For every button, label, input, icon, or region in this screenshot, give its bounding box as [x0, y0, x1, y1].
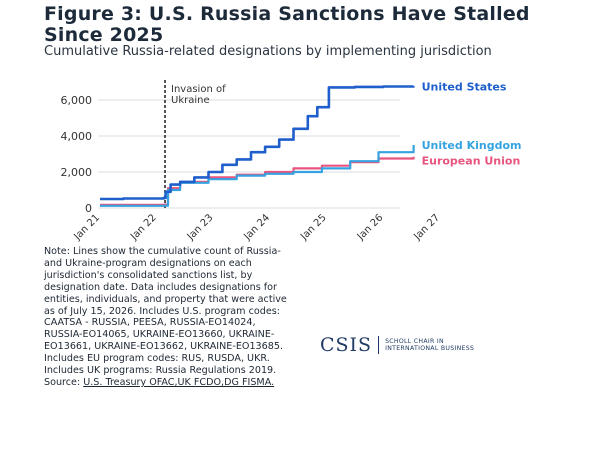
x-tick-label: Jan 24	[241, 212, 272, 242]
y-tick-label: 0	[85, 202, 92, 215]
note-text: Note: Lines show the cumulative count of…	[44, 246, 287, 377]
y-tick-label: 6,000	[61, 94, 93, 107]
y-tick-label: 4,000	[61, 130, 93, 143]
source-label: Source:	[44, 376, 84, 388]
figure-note: Note: Lines show the cumulative count of…	[44, 246, 294, 389]
series-line-united-states	[100, 85, 415, 201]
x-tick-label: Jan 23	[185, 212, 216, 242]
logo-divider	[378, 336, 380, 354]
series-label: United Kingdom	[422, 139, 522, 152]
x-tick-label: Jan 27	[411, 212, 442, 242]
gridlines	[98, 99, 400, 209]
x-tick-label: Jan 26	[355, 212, 386, 242]
logo-tagline: SCHOLL CHAIR IN INTERNATIONAL BUSINESS	[385, 338, 474, 353]
y-tick-label: 2,000	[61, 166, 93, 179]
figure-subtitle: Cumulative Russia-related designations b…	[44, 44, 492, 59]
series-lines	[100, 85, 415, 207]
series-labels: United States United Kingdom European Unio…	[422, 80, 522, 167]
x-tick-label: Jan 21	[71, 212, 102, 242]
y-axis: 0 2,000 4,000 6,000	[61, 94, 93, 215]
csis-logo: CSIS SCHOLL CHAIR IN INTERNATIONAL BUSIN…	[320, 334, 560, 356]
series-line-united-kingdom	[100, 145, 415, 207]
x-tick-label: Jan 22	[128, 212, 159, 242]
logo-tagline-line-1: SCHOLL CHAIR IN	[385, 337, 444, 345]
source-links[interactable]: U.S. Treasury OFAC,UK FCDO,DG FISMA.	[83, 376, 275, 388]
series-label: United States	[422, 80, 507, 93]
series-label: European Union	[422, 155, 521, 168]
invasion-label-line-2: Ukraine	[171, 95, 210, 106]
invasion-label: Invasion of	[171, 84, 226, 95]
x-axis: Jan 21 Jan 22 Jan 23 Jan 24 Jan 25 Jan 26 Jan …	[71, 212, 442, 242]
invasion-annotation: Invasion of Ukraine	[164, 80, 226, 209]
x-tick-label: Jan 25	[298, 212, 329, 242]
csis-wordmark: CSIS	[320, 334, 373, 356]
logo-tagline-line-2: INTERNATIONAL BUSINESS	[385, 345, 475, 352]
figure-title: Figure 3: U.S. Russia Sanctions Have Sta…	[44, 3, 530, 46]
